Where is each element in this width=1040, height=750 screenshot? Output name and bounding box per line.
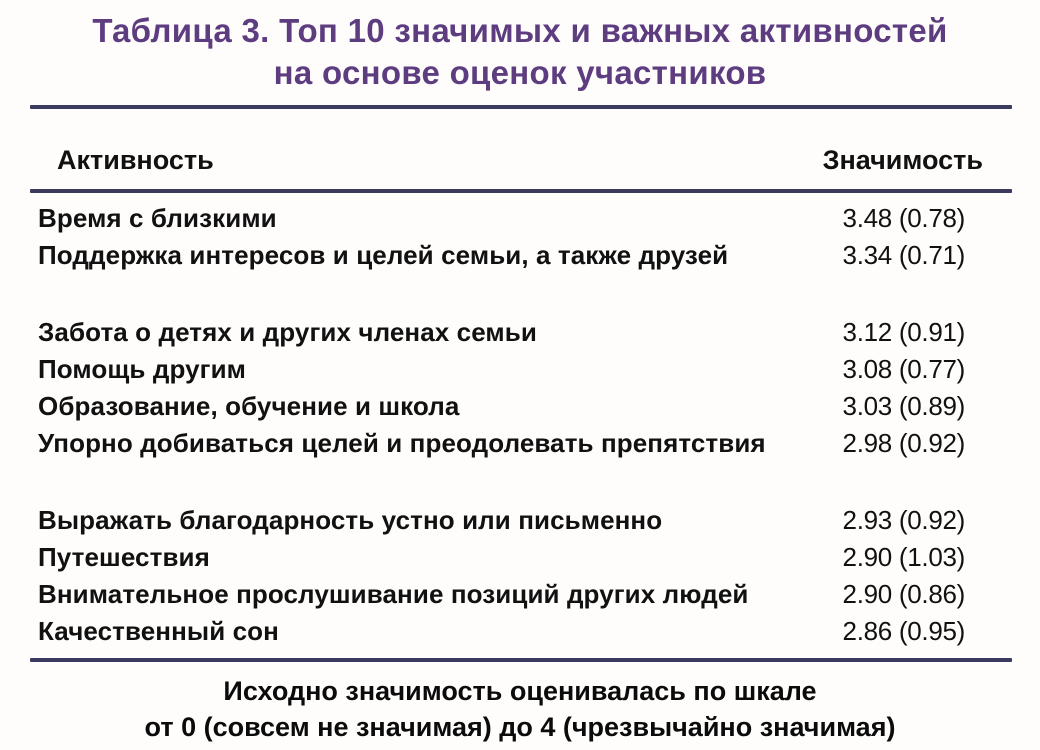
significance-value: 3.08 (0.77) (842, 354, 966, 384)
activity-label: Качественный сон (38, 616, 279, 646)
column-header-activity: Активность (57, 145, 214, 175)
significance-value: 2.93 (0.92) (842, 505, 966, 535)
significance-value: 2.90 (0.86) (842, 579, 966, 609)
table-row: Внимательное прослушивание позиций други… (0, 576, 1040, 613)
figure-title: Таблица 3. Топ 10 значимых и важных акти… (0, 0, 1040, 94)
activity-label: Упорно добиваться целей и преодолевать п… (38, 428, 766, 458)
table-row: Время с близкими 3.48 (0.78) (0, 200, 1040, 237)
significance-value: 2.98 (0.92) (842, 428, 966, 458)
activity-label: Образование, обучение и школа (38, 391, 460, 421)
table-row: Помощь другим 3.08 (0.77) (0, 351, 1040, 388)
divider-header (30, 189, 1012, 193)
divider-bottom (30, 658, 1012, 662)
activity-label: Поддержка интересов и целей семьи, а так… (38, 240, 729, 270)
scale-note: Исходно значимость оценивалась по шкале … (0, 662, 1040, 745)
activity-label: Выражать благодарность устно или письмен… (38, 505, 663, 535)
table-row: Выражать благодарность устно или письмен… (0, 502, 1040, 539)
divider-top (30, 105, 1012, 109)
significance-value: 2.86 (0.95) (842, 616, 966, 646)
figure-title-line1: Таблица 3. Топ 10 значимых и важных акти… (92, 12, 948, 49)
activity-label: Помощь другим (38, 354, 246, 384)
scale-note-line2: от 0 (совсем не значимая) до 4 (чрезвыча… (144, 712, 896, 742)
table-row: Качественный сон 2.86 (0.95) (0, 613, 1040, 650)
activity-label: Время с близкими (38, 203, 277, 233)
table-body: Время с близкими 3.48 (0.78) Поддержка и… (0, 193, 1040, 658)
table-row: Образование, обучение и школа 3.03 (0.89… (0, 388, 1040, 425)
activity-label: Забота о детях и других членах семьи (38, 317, 537, 347)
activity-label: Путешествия (38, 542, 210, 572)
figure-title-line2: на основе оценок участников (273, 54, 767, 91)
significance-value: 3.34 (0.71) (842, 240, 966, 270)
table-row: Упорно добиваться целей и преодолевать п… (0, 425, 1040, 462)
table-row: Поддержка интересов и целей семьи, а так… (0, 237, 1040, 274)
table-row: Забота о детях и других членах семьи 3.1… (0, 314, 1040, 351)
activity-label: Внимательное прослушивание позиций други… (38, 579, 749, 609)
significance-value: 3.03 (0.89) (842, 391, 966, 421)
column-headers: Активность Значимость (0, 109, 1040, 189)
column-header-significance: Значимость (822, 145, 983, 175)
significance-value: 2.90 (1.03) (842, 542, 966, 572)
scale-note-line1: Исходно значимость оценивалась по шкале (223, 676, 817, 706)
significance-value: 3.48 (0.78) (842, 203, 966, 233)
table-row: Путешествия 2.90 (1.03) (0, 539, 1040, 576)
significance-value: 3.12 (0.91) (842, 317, 966, 347)
